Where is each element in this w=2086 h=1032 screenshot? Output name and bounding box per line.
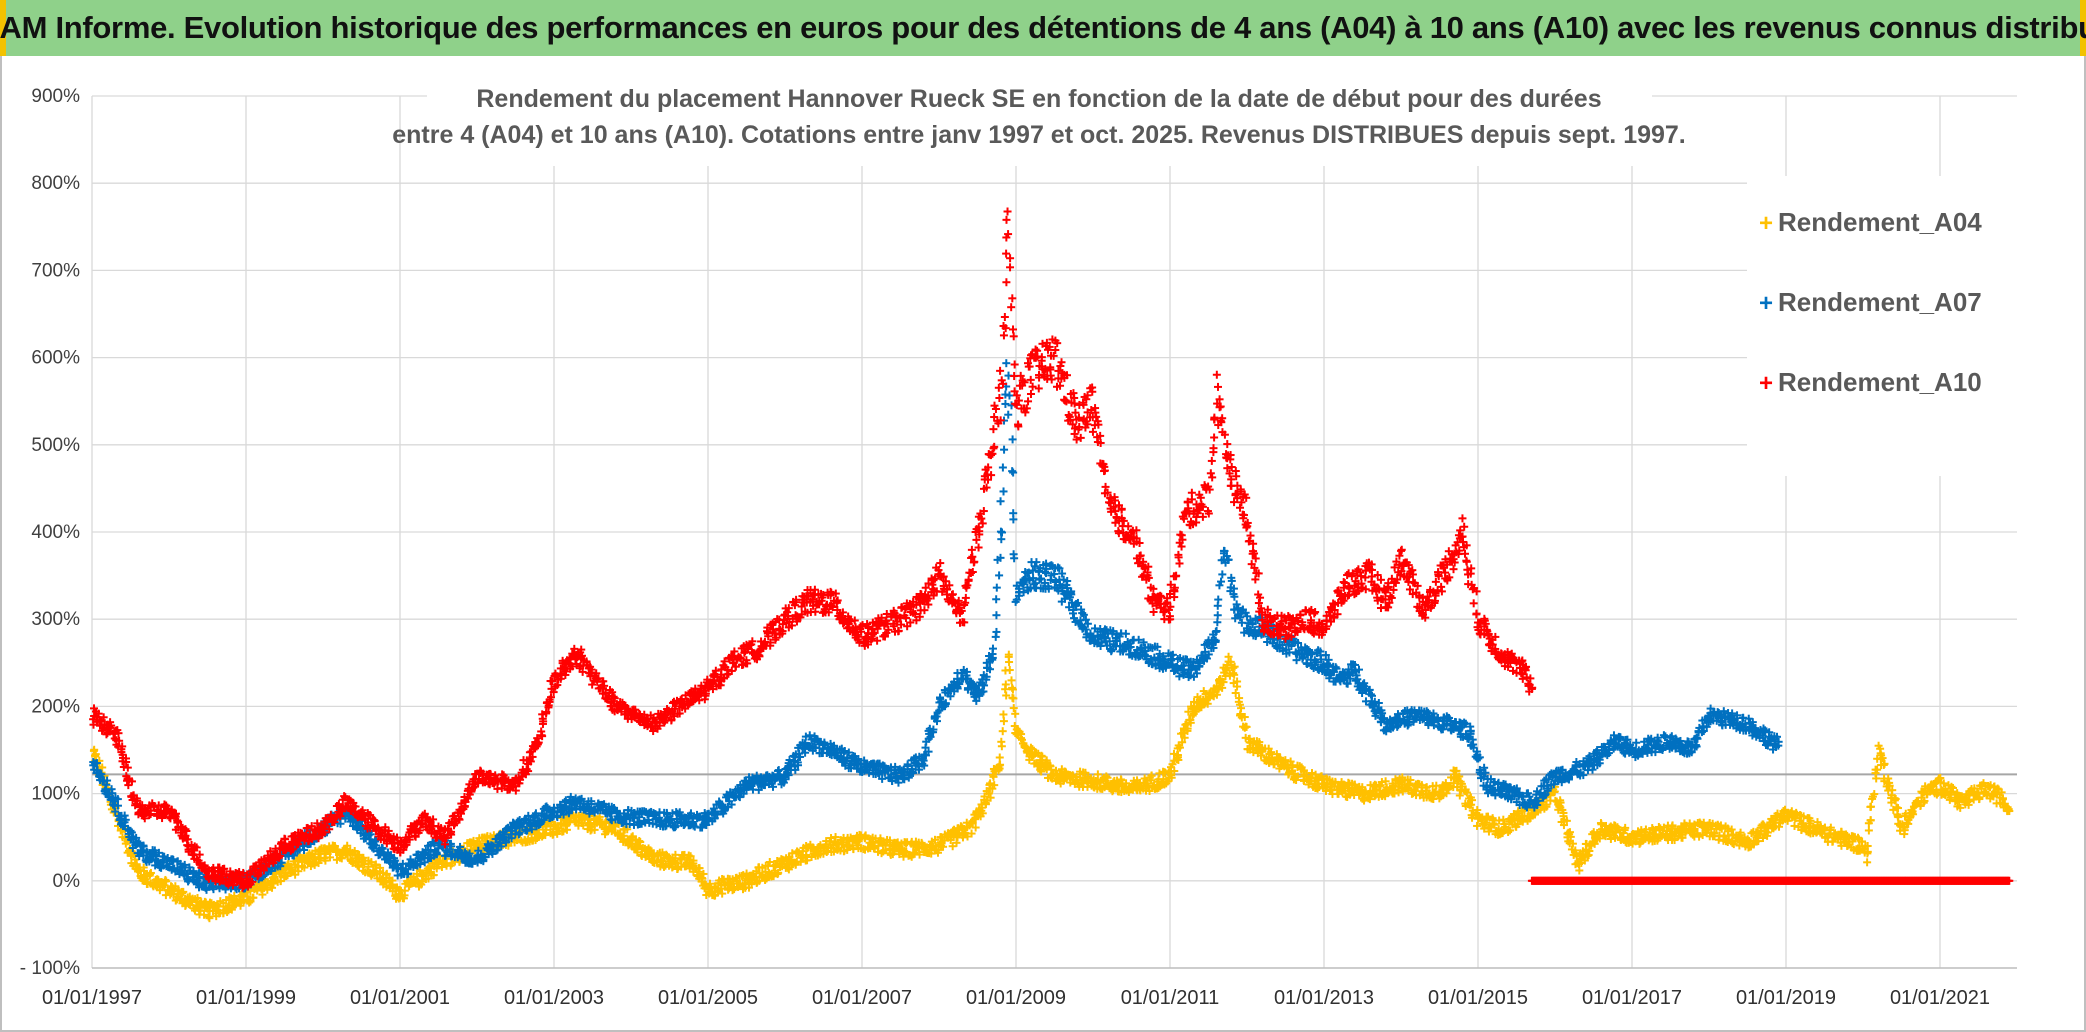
data-point [988, 644, 997, 653]
data-point [999, 487, 1008, 496]
data-point [996, 497, 1005, 506]
data-point [1001, 399, 1010, 408]
data-point [171, 896, 180, 905]
data-point [992, 627, 1001, 636]
chart-banner: ADAM Informe. Evolution historique des p… [0, 0, 2086, 56]
data-point [204, 912, 213, 921]
data-point [999, 710, 1008, 719]
data-point [995, 753, 1004, 762]
data-point [1007, 676, 1016, 685]
data-point [1005, 658, 1014, 667]
data-point [1218, 570, 1227, 579]
data-point [998, 727, 1007, 736]
data-point [171, 882, 180, 891]
data-point [936, 693, 945, 702]
data-point [131, 855, 140, 864]
data-point [1005, 391, 1014, 400]
data-point [997, 528, 1006, 537]
data-point [139, 866, 148, 875]
data-point [1000, 445, 1009, 454]
banner-title: ADAM Informe. Evolution historique des p… [0, 10, 2086, 46]
data-point [1011, 709, 1020, 718]
data-point [992, 583, 1001, 592]
data-point [1214, 595, 1223, 604]
data-point [992, 611, 1001, 620]
data-point [1051, 577, 1060, 586]
data-point [179, 887, 188, 896]
data-point [1866, 802, 1875, 811]
data-point [992, 595, 1001, 604]
data-point [1213, 611, 1222, 620]
data-points [89, 207, 2014, 923]
data-point [200, 910, 209, 919]
data-point [1863, 858, 1872, 867]
chart-area: - 100% 0% 100% 200% 300% 400% 500% 600% 700% 800%… [0, 56, 2086, 1032]
data-point [1864, 826, 1873, 835]
data-point [998, 463, 1007, 472]
chart-svg: - 100%0%100%200%300%400%500%600%700%800%… [20, 76, 2017, 1009]
data-point [162, 877, 171, 886]
data-point [227, 905, 236, 914]
data-point [178, 889, 187, 898]
data-point [146, 868, 155, 877]
data-point [1010, 554, 1019, 563]
data-point [193, 893, 202, 902]
data-point [1002, 359, 1011, 368]
data-point [223, 908, 232, 917]
data-point [997, 737, 1006, 746]
data-point [1004, 410, 1013, 419]
data-point [995, 571, 1004, 580]
data-point [1005, 666, 1014, 675]
data-point [1872, 774, 1881, 783]
